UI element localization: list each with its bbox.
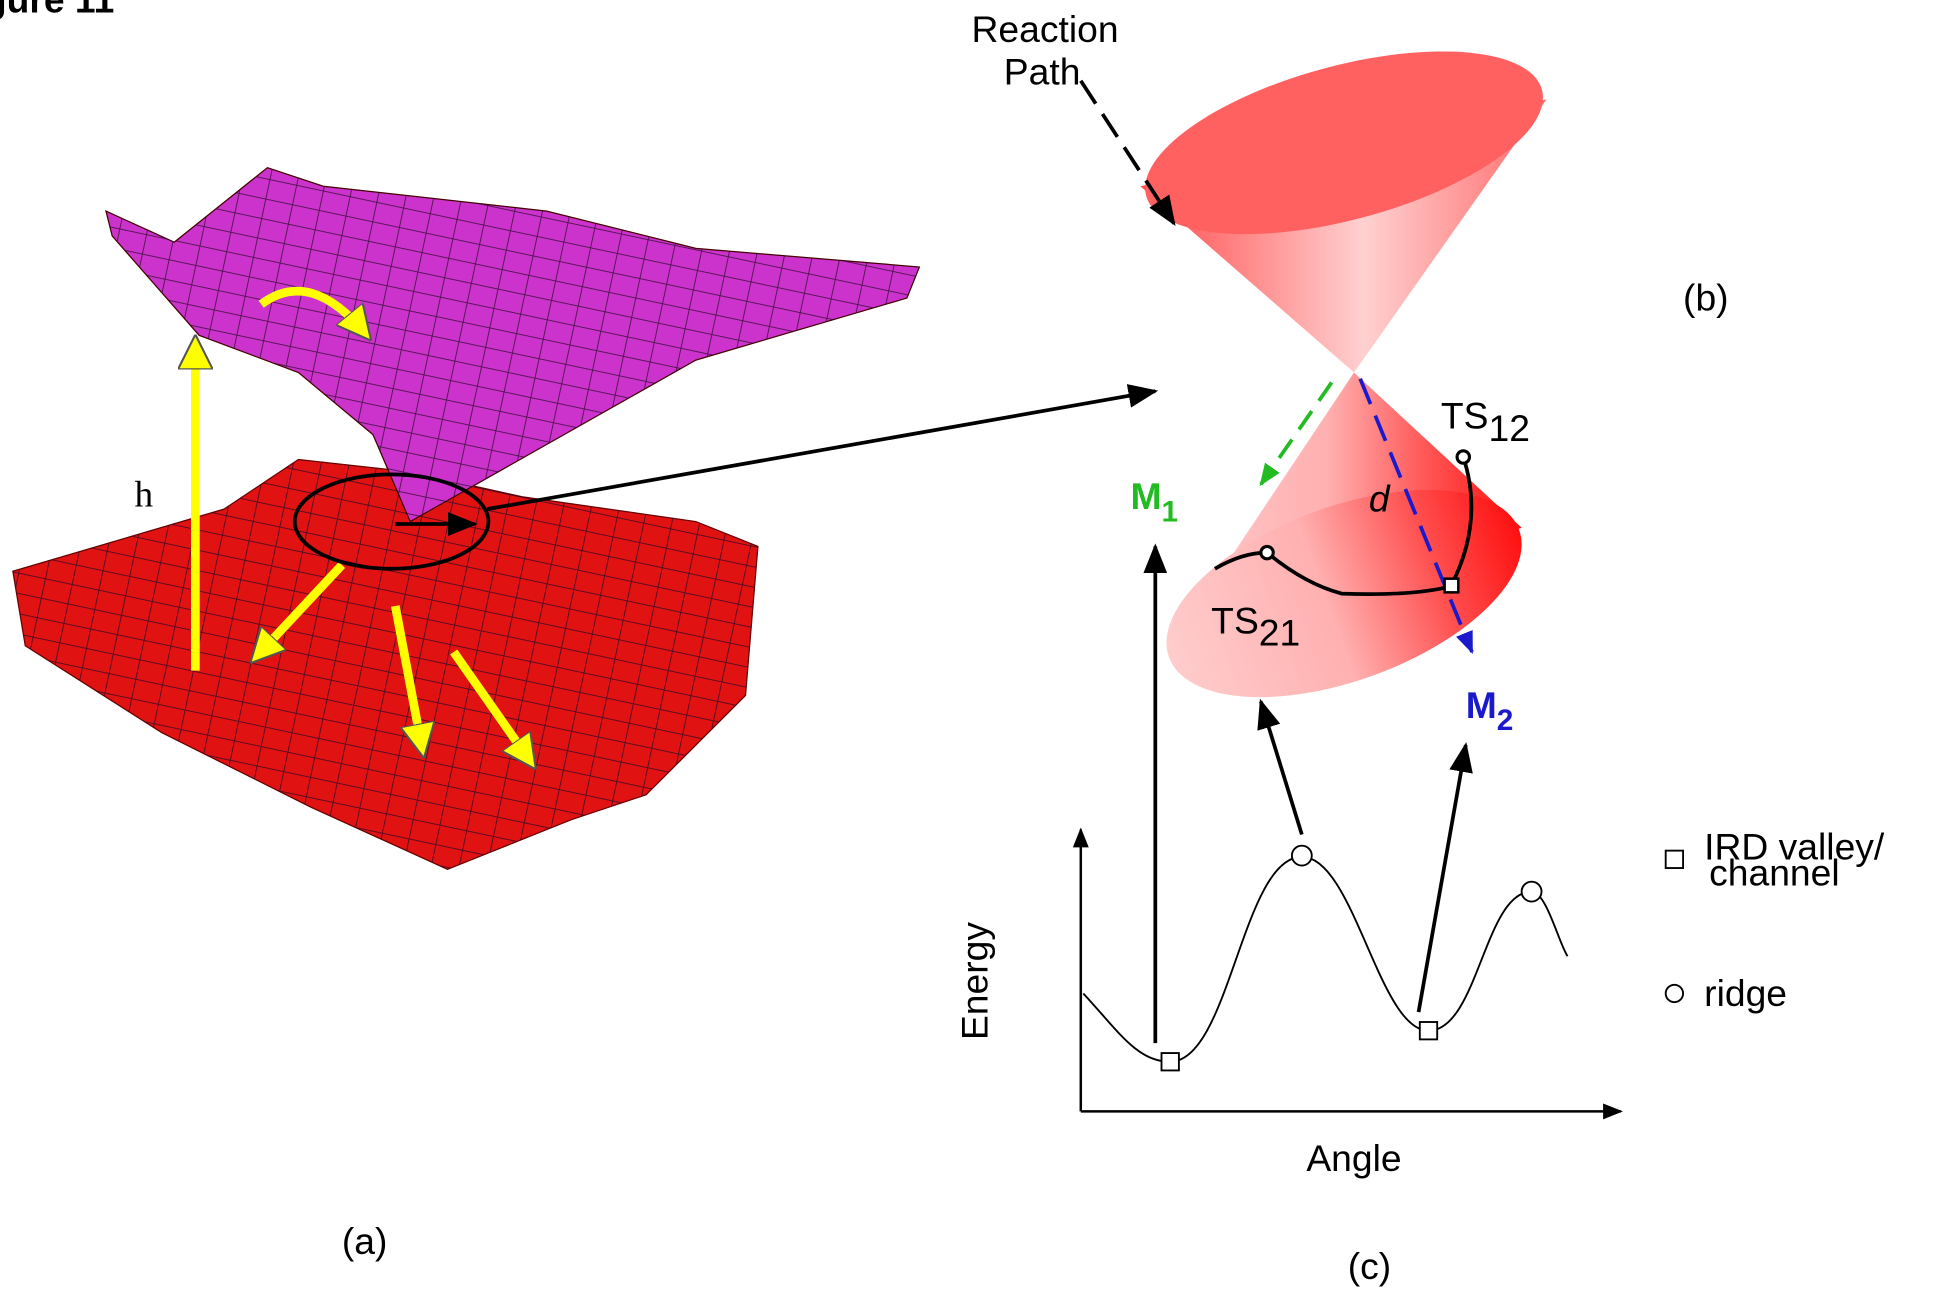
page: Figure 11 h (a) Reaction Path (b) TS12 T…: [0, 0, 1948, 1289]
ts-base: TS: [1441, 394, 1489, 436]
m1-label: M1: [1130, 475, 1178, 528]
legend-circle: [1666, 985, 1683, 1002]
m-sub: 1: [1161, 496, 1178, 529]
figure: Figure 11 h (a) Reaction Path (b) TS12 T…: [0, 0, 1948, 1289]
height-label: h: [135, 475, 154, 516]
ridge-marker: [1522, 882, 1542, 902]
figure-label: Figure 11: [0, 0, 114, 20]
ts-sub: 21: [1259, 612, 1300, 654]
m2-label: M2: [1466, 684, 1514, 737]
m-base: M: [1466, 684, 1497, 726]
ridge-marker: [1292, 846, 1312, 866]
intersection-point: [1445, 579, 1459, 593]
cones: [1126, 15, 1562, 739]
ts-base: TS: [1211, 599, 1259, 641]
panel-label: (b): [1683, 276, 1729, 318]
reaction-path-label: Path: [1004, 50, 1081, 92]
ts-sub: 12: [1489, 407, 1530, 449]
valley-marker: [1420, 1022, 1437, 1039]
surfaces: [13, 168, 920, 870]
m-base: M: [1130, 475, 1161, 517]
y-axis-title: Energy: [954, 922, 996, 1040]
ts12-point: [1457, 451, 1469, 463]
arrow: [1419, 745, 1466, 1012]
distance-label: d: [1369, 478, 1391, 520]
legend-text: ridge: [1704, 972, 1787, 1014]
reaction-path-label: Reaction: [972, 8, 1119, 50]
ts12-label: TS12: [1441, 394, 1530, 448]
m-sub: 2: [1497, 704, 1514, 737]
reaction-path: [1081, 81, 1174, 224]
panel-label: (c): [1348, 1245, 1391, 1287]
legend-text: channel: [1709, 851, 1839, 893]
arrow: [1261, 702, 1302, 835]
legend-square: [1666, 851, 1683, 868]
valley-marker: [1162, 1053, 1179, 1070]
ts21-point: [1261, 546, 1273, 558]
panel-label: (a): [342, 1220, 388, 1262]
x-axis-title: Angle: [1306, 1137, 1401, 1179]
